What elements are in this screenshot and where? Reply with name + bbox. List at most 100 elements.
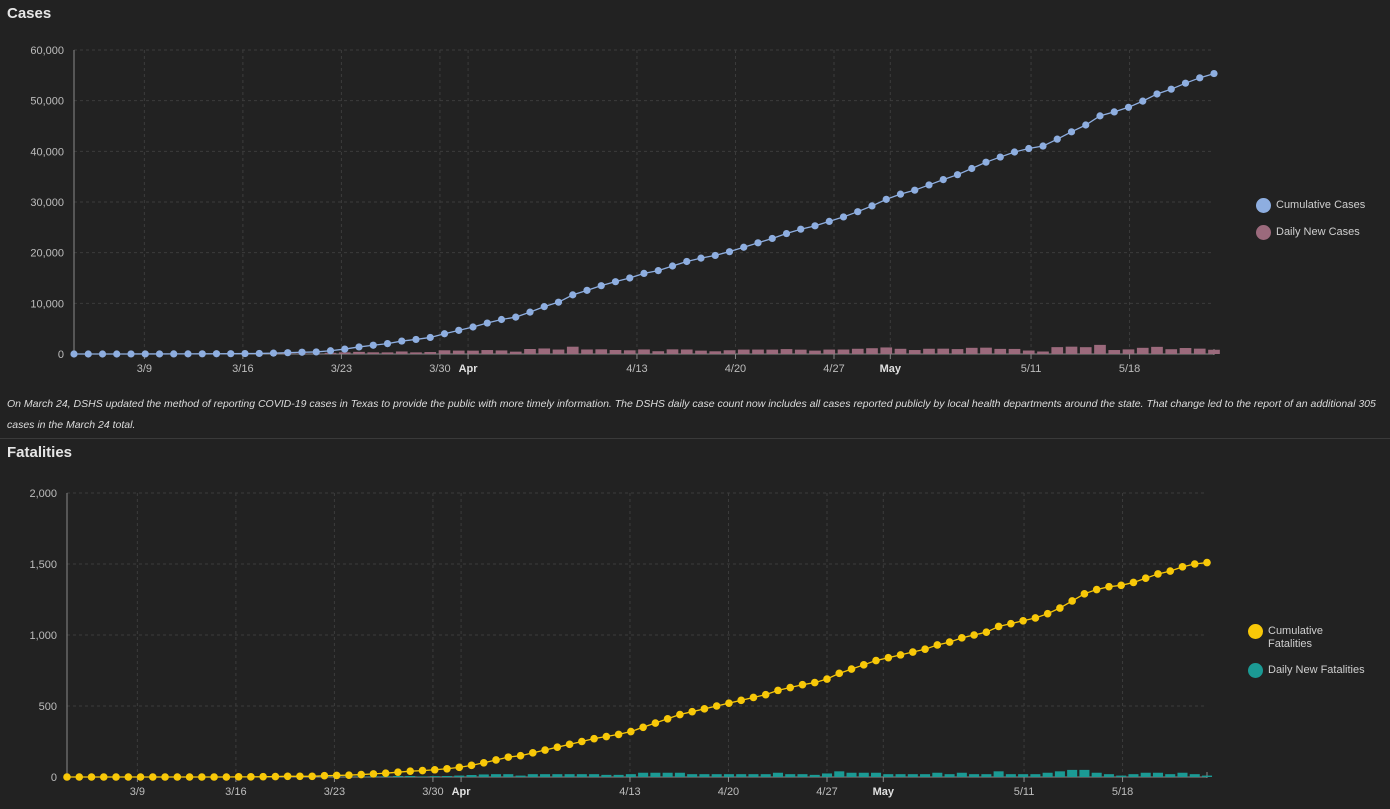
cumulative-point[interactable] xyxy=(583,287,590,294)
cumulative-point[interactable] xyxy=(1054,136,1061,143)
cumulative-point[interactable] xyxy=(70,350,77,357)
cumulative-point[interactable] xyxy=(88,773,96,781)
daily-bar[interactable] xyxy=(1006,774,1016,777)
daily-bar[interactable] xyxy=(695,351,707,354)
daily-bar[interactable] xyxy=(699,774,709,777)
daily-bar[interactable] xyxy=(1141,773,1151,777)
cumulative-point[interactable] xyxy=(737,697,745,705)
cumulative-point[interactable] xyxy=(701,705,709,713)
daily-bar[interactable] xyxy=(880,347,892,354)
daily-bar[interactable] xyxy=(724,774,734,777)
daily-bar[interactable] xyxy=(496,350,508,354)
cumulative-point[interactable] xyxy=(247,773,255,781)
cumulative-point[interactable] xyxy=(419,767,427,775)
cumulative-point[interactable] xyxy=(569,291,576,298)
daily-bar[interactable] xyxy=(675,773,685,777)
cumulative-point[interactable] xyxy=(161,773,169,781)
cumulative-point[interactable] xyxy=(512,314,519,321)
cumulative-point[interactable] xyxy=(1179,563,1187,571)
cumulative-point[interactable] xyxy=(394,768,402,776)
daily-bar[interactable] xyxy=(453,351,465,354)
daily-bar[interactable] xyxy=(795,350,807,354)
cumulative-point[interactable] xyxy=(1068,128,1075,135)
cumulative-point[interactable] xyxy=(669,262,676,269)
cumulative-point[interactable] xyxy=(1154,570,1162,578)
daily-bar[interactable] xyxy=(466,775,476,777)
daily-bar[interactable] xyxy=(1067,770,1077,777)
daily-bar[interactable] xyxy=(353,352,365,354)
daily-bar[interactable] xyxy=(1043,773,1053,777)
daily-bar[interactable] xyxy=(752,350,764,354)
daily-bar[interactable] xyxy=(871,773,881,777)
cumulative-point[interactable] xyxy=(1039,142,1046,149)
daily-bar[interactable] xyxy=(1066,347,1078,354)
cumulative-point[interactable] xyxy=(112,773,120,781)
cumulative-point[interactable] xyxy=(308,772,316,780)
daily-bar[interactable] xyxy=(785,774,795,777)
cumulative-point[interactable] xyxy=(1007,620,1015,628)
cumulative-point[interactable] xyxy=(652,719,660,727)
cumulative-point[interactable] xyxy=(213,350,220,357)
daily-bar[interactable] xyxy=(838,350,850,354)
daily-bar[interactable] xyxy=(969,774,979,777)
daily-bar[interactable] xyxy=(663,773,673,777)
cumulative-point[interactable] xyxy=(740,244,747,251)
cumulative-point[interactable] xyxy=(1191,560,1199,568)
daily-bar[interactable] xyxy=(920,774,930,777)
daily-bar[interactable] xyxy=(781,349,793,354)
daily-bar[interactable] xyxy=(1177,773,1187,777)
cumulative-point[interactable] xyxy=(333,772,341,780)
cumulative-point[interactable] xyxy=(578,738,586,746)
cumulative-point[interactable] xyxy=(555,299,562,306)
cumulative-point[interactable] xyxy=(398,337,405,344)
cumulative-point[interactable] xyxy=(1019,617,1027,625)
daily-bar[interactable] xyxy=(1079,770,1089,777)
cumulative-point[interactable] xyxy=(313,348,320,355)
cumulative-point[interactable] xyxy=(676,711,684,719)
cumulative-point[interactable] xyxy=(526,309,533,316)
daily-bar[interactable] xyxy=(503,774,513,777)
cumulative-point[interactable] xyxy=(484,319,491,326)
daily-bar[interactable] xyxy=(581,349,593,354)
cumulative-point[interactable] xyxy=(713,702,721,710)
daily-bar[interactable] xyxy=(966,348,978,354)
cumulative-point[interactable] xyxy=(958,634,966,642)
daily-bar[interactable] xyxy=(540,774,550,777)
cumulative-point[interactable] xyxy=(640,270,647,277)
cumulative-point[interactable] xyxy=(370,770,378,778)
daily-bar[interactable] xyxy=(937,349,949,354)
cumulative-point[interactable] xyxy=(925,181,932,188)
cumulative-point[interactable] xyxy=(272,773,280,781)
daily-bar[interactable] xyxy=(736,774,746,777)
daily-bar[interactable] xyxy=(994,771,1004,777)
daily-bar[interactable] xyxy=(442,776,452,777)
daily-bar[interactable] xyxy=(553,350,565,354)
cumulative-point[interactable] xyxy=(774,687,782,695)
cumulative-point[interactable] xyxy=(840,213,847,220)
cumulative-point[interactable] xyxy=(683,258,690,265)
daily-bar[interactable] xyxy=(367,352,379,354)
cumulative-point[interactable] xyxy=(321,772,329,780)
cumulative-point[interactable] xyxy=(469,323,476,330)
cumulative-point[interactable] xyxy=(799,681,807,689)
daily-bar[interactable] xyxy=(1018,774,1028,777)
cumulative-point[interactable] xyxy=(1182,80,1189,87)
cumulative-point[interactable] xyxy=(406,767,414,775)
daily-bar[interactable] xyxy=(797,774,807,777)
daily-bar[interactable] xyxy=(417,776,427,777)
cumulative-point[interactable] xyxy=(382,769,390,777)
cumulative-point[interactable] xyxy=(872,657,880,665)
cumulative-point[interactable] xyxy=(860,661,868,669)
daily-bar[interactable] xyxy=(883,774,893,777)
cumulative-point[interactable] xyxy=(970,631,978,639)
cumulative-point[interactable] xyxy=(427,334,434,341)
cumulative-point[interactable] xyxy=(284,349,291,356)
daily-bar[interactable] xyxy=(430,776,440,777)
cumulative-point[interactable] xyxy=(298,349,305,356)
cumulative-point[interactable] xyxy=(127,350,134,357)
daily-bar[interactable] xyxy=(724,350,736,354)
cumulative-point[interactable] xyxy=(441,330,448,337)
daily-bar[interactable] xyxy=(846,773,856,777)
daily-bar[interactable] xyxy=(393,776,403,777)
